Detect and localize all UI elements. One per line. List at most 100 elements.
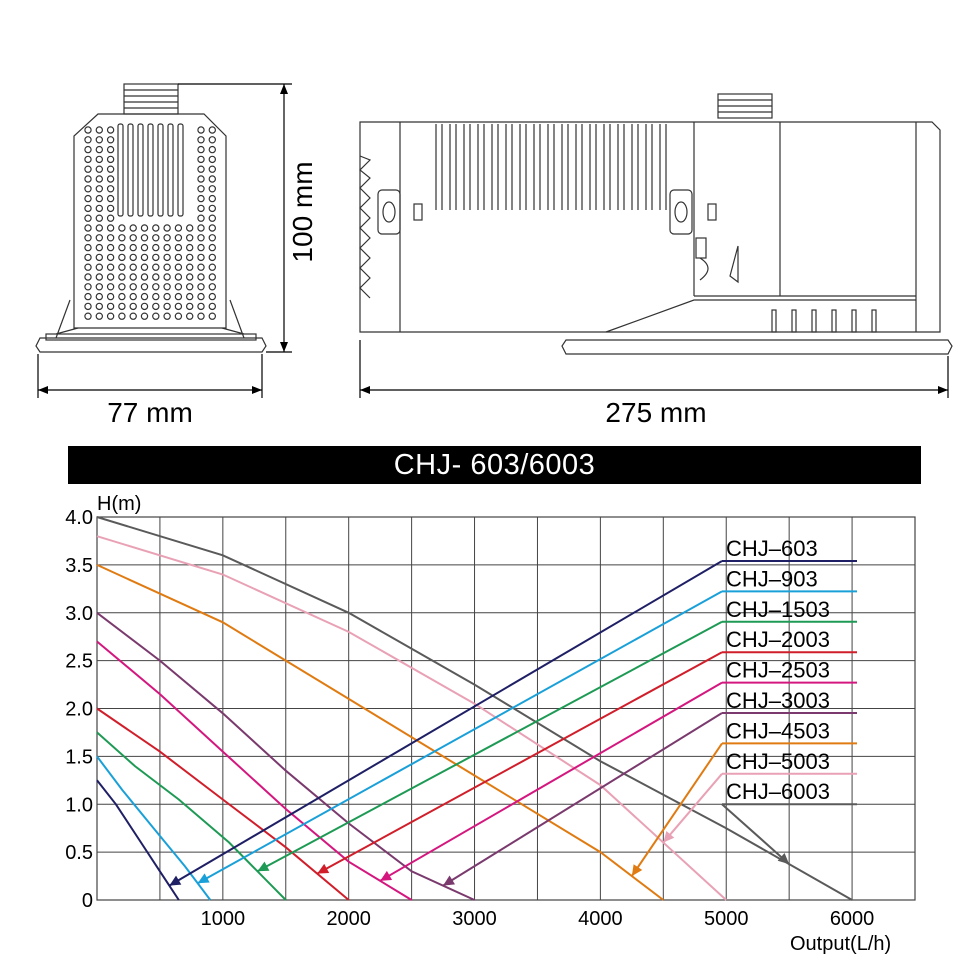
vent-hole xyxy=(163,263,171,271)
vent-hole xyxy=(152,302,160,311)
vent-hole xyxy=(208,204,216,213)
vent-hole xyxy=(84,292,92,301)
series-line xyxy=(96,563,664,901)
vent-hole xyxy=(95,292,104,301)
series-line xyxy=(96,535,727,901)
base-vent xyxy=(771,309,777,333)
vent-hole xyxy=(174,312,183,320)
vent-hole xyxy=(106,155,115,164)
x-tick-label: 3000 xyxy=(452,908,497,930)
vent-hole xyxy=(140,224,149,232)
y-tick-label: 1.5 xyxy=(65,746,93,768)
legend-arrowhead xyxy=(380,870,393,881)
vent-hole xyxy=(106,194,115,203)
vent-hole xyxy=(140,292,149,301)
legend-arrowhead xyxy=(663,830,675,843)
vent-hole xyxy=(118,253,126,262)
y-tick-label: 0 xyxy=(82,890,93,912)
vent-hole xyxy=(197,165,205,173)
vent-hole xyxy=(106,302,115,311)
vent-hole xyxy=(106,136,115,144)
y-tick-label: 0.5 xyxy=(65,842,93,864)
legend-label: CHJ–4503 xyxy=(726,718,830,743)
vent-hole xyxy=(84,273,92,281)
vent-hole xyxy=(185,243,194,252)
vent-hole xyxy=(208,194,216,203)
vent-hole xyxy=(106,145,115,154)
chart-grid xyxy=(96,516,916,901)
cooling-fin xyxy=(449,124,457,210)
vent-hole xyxy=(95,302,104,311)
vent-hole xyxy=(84,263,92,271)
height-label: 100 mm xyxy=(287,161,318,262)
vent-hole xyxy=(84,224,92,232)
vent-hole xyxy=(84,194,92,203)
legend-arrowhead xyxy=(317,863,330,874)
x-tick-label: 6000 xyxy=(830,908,875,930)
vent-hole xyxy=(152,234,160,242)
legend-arrowhead xyxy=(443,875,456,886)
series-line xyxy=(96,640,413,901)
vent-hole xyxy=(140,253,149,262)
vent-hole xyxy=(185,292,194,301)
cooling-fin xyxy=(547,124,555,210)
cooling-fin xyxy=(589,124,597,210)
legend-leader xyxy=(631,742,723,877)
vent-hole xyxy=(152,312,160,320)
vent-hole xyxy=(95,263,104,271)
vent-hole xyxy=(174,224,183,232)
y-tick-label: 4.0 xyxy=(65,507,93,529)
cooling-fin xyxy=(505,124,513,210)
vent-slot xyxy=(177,123,184,217)
legend-leader xyxy=(662,773,723,844)
vent-hole xyxy=(106,273,115,281)
vent-hole xyxy=(208,283,216,291)
vent-hole xyxy=(95,126,104,134)
vent-hole xyxy=(95,234,104,242)
series-line xyxy=(96,755,212,901)
vent-hole xyxy=(197,224,205,232)
vent-hole xyxy=(197,292,205,301)
vent-hole xyxy=(95,155,104,164)
vent-hole xyxy=(106,234,115,242)
vent-hole xyxy=(84,283,92,291)
series-line xyxy=(96,731,287,901)
vent-hole xyxy=(106,253,115,262)
vent-hole xyxy=(84,175,92,183)
cooling-fin xyxy=(435,124,443,210)
vent-hole xyxy=(208,136,216,144)
vent-hole xyxy=(163,312,171,320)
vent-hole xyxy=(84,302,92,311)
vent-hole xyxy=(185,312,194,320)
vent-hole xyxy=(208,185,216,193)
base-vent xyxy=(831,309,837,333)
legend-label: CHJ–2503 xyxy=(726,658,830,683)
cooling-fin xyxy=(533,124,541,210)
vent-hole xyxy=(174,263,183,271)
vent-hole xyxy=(197,126,205,134)
side-width-label: 275 mm xyxy=(605,397,706,428)
vent-hole xyxy=(152,292,160,301)
vent-hole xyxy=(197,273,205,281)
vent-hole xyxy=(174,273,183,281)
chart-title: CHJ- 603/6003 xyxy=(393,449,596,481)
vent-hole xyxy=(84,145,92,154)
legend-arrowhead xyxy=(257,861,270,872)
vent-hole xyxy=(208,126,216,134)
vent-hole xyxy=(152,263,160,271)
vent-hole xyxy=(84,234,92,242)
vent-hole xyxy=(208,234,216,242)
technical-drawing: 77 mm 100 mm 275 mm xyxy=(35,83,953,428)
x-tick-label: 2000 xyxy=(326,908,371,930)
vent-hole xyxy=(174,283,183,291)
vent-hole xyxy=(84,185,92,193)
x-tick-label: 1000 xyxy=(201,908,246,930)
vent-hole xyxy=(185,224,194,232)
vent-hole xyxy=(152,243,160,252)
base-vent xyxy=(871,309,877,333)
vent-hole xyxy=(84,243,92,252)
legend-leader xyxy=(168,560,723,887)
vent-hole xyxy=(185,234,194,242)
series-line xyxy=(96,779,180,901)
cooling-fin xyxy=(463,124,471,210)
